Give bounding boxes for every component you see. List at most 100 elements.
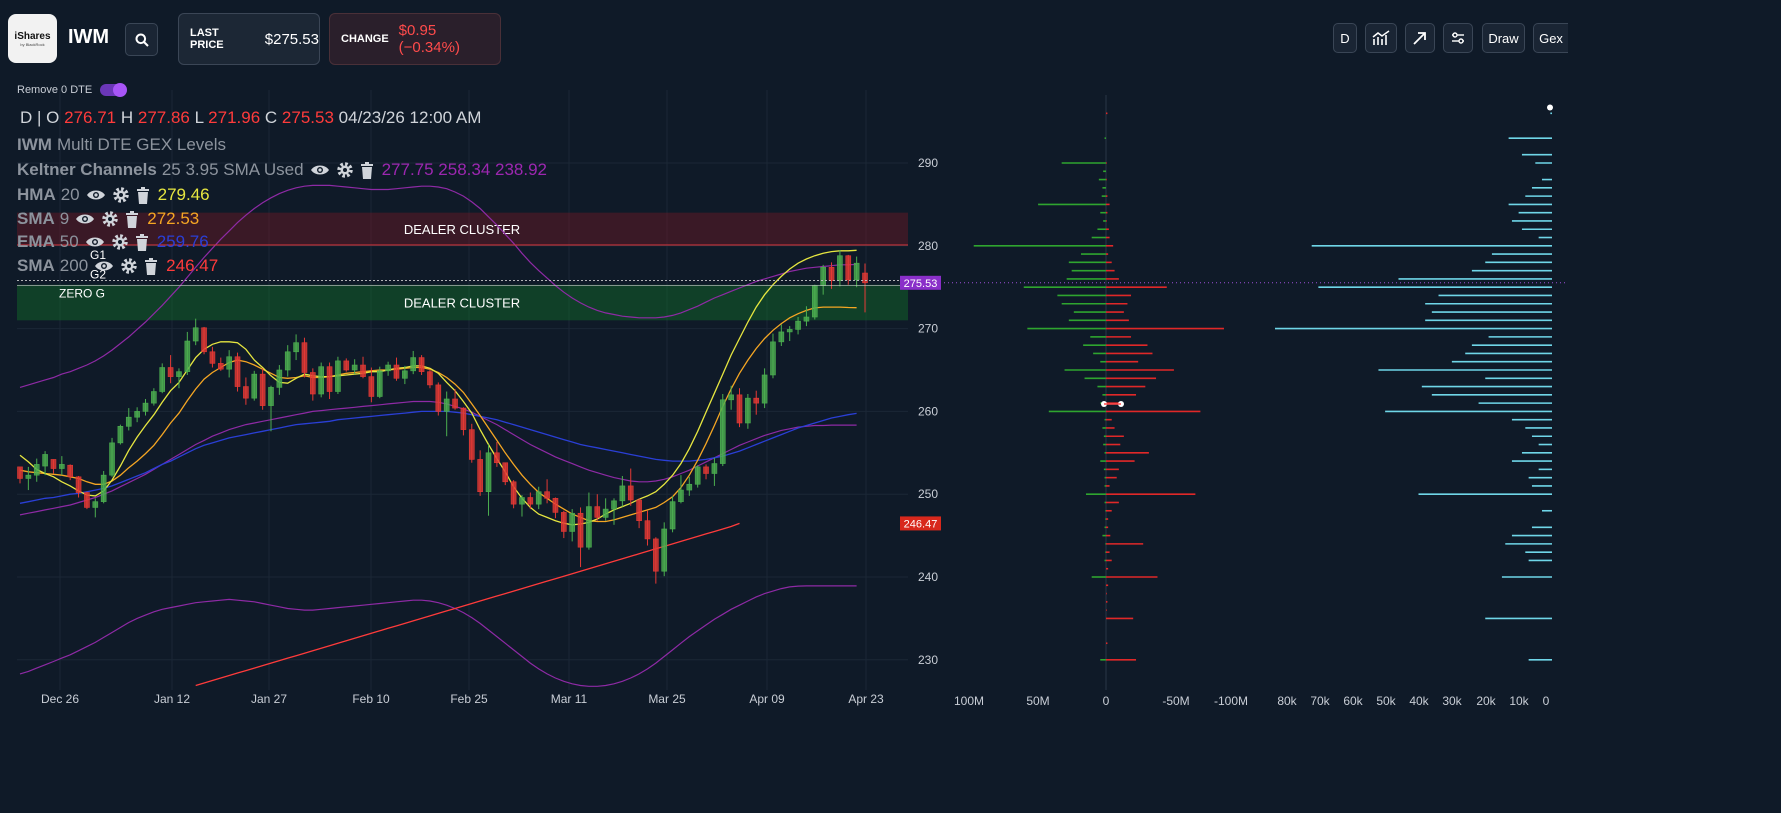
y-axis-label: 230 — [918, 653, 938, 667]
legend-name: EMA — [17, 232, 55, 251]
gex-button[interactable]: Gex — [1533, 23, 1568, 53]
candle — [109, 437, 115, 477]
candle-body — [201, 327, 207, 353]
trend-arrow-button[interactable] — [1405, 23, 1435, 53]
candle-body — [711, 463, 718, 474]
candle — [50, 459, 57, 474]
last-price-value: $275.53 — [264, 30, 319, 48]
candle — [569, 509, 575, 542]
price-tags: 275.53 246.47 — [900, 275, 941, 531]
candle-body — [276, 369, 283, 388]
interval-button[interactable]: D — [1333, 23, 1357, 53]
gear-icon[interactable] — [120, 257, 138, 275]
candle — [711, 457, 718, 486]
candle-body — [335, 360, 341, 392]
eye-icon[interactable] — [86, 188, 106, 202]
candle — [343, 358, 350, 372]
low-label: L — [194, 108, 204, 127]
eye-icon[interactable] — [85, 235, 105, 249]
gear-icon[interactable] — [112, 186, 130, 204]
oi-axis-label: 70k — [1310, 694, 1330, 708]
gear-icon[interactable] — [111, 233, 129, 251]
candle-body — [753, 397, 760, 404]
candle-body — [151, 391, 157, 404]
candle — [845, 254, 852, 285]
candle-body — [561, 512, 567, 532]
x-axis-label: Apr 23 — [848, 692, 884, 706]
legend-values: 279.46 — [157, 185, 210, 204]
y-axis-label: 240 — [918, 570, 938, 584]
eye-icon[interactable] — [94, 259, 114, 273]
candle-body — [828, 267, 835, 281]
eye-icon[interactable] — [75, 212, 95, 226]
gear-icon[interactable] — [336, 161, 354, 179]
candle-body — [519, 497, 525, 505]
eye-icon[interactable] — [310, 163, 330, 177]
keltner-upper-line — [19, 184, 857, 388]
candle — [510, 480, 517, 509]
x-axis-label: Jan 27 — [251, 692, 287, 706]
oi-marker-dot — [1547, 104, 1553, 111]
candle — [59, 456, 65, 476]
candle — [594, 494, 601, 521]
trash-icon[interactable] — [135, 233, 149, 251]
legend-ema50[interactable]: EMA 50 259.76 — [17, 232, 209, 252]
remove-0dte-toggle[interactable] — [100, 82, 128, 97]
y-axis-label: 290 — [918, 156, 938, 170]
candle-body — [611, 500, 617, 510]
gex-axis-label: 0 — [1103, 694, 1110, 708]
legend-gex-levels[interactable]: IWM Multi DTE GEX Levels — [17, 135, 226, 155]
trash-icon[interactable] — [125, 210, 139, 228]
sma9-line — [19, 306, 857, 523]
candle-body — [820, 267, 826, 286]
candle — [92, 498, 99, 518]
gex-bars — [973, 95, 1224, 690]
candle-body — [92, 501, 99, 508]
candle-body — [452, 398, 458, 409]
candle-body — [293, 342, 299, 353]
legend-sma9[interactable]: SMA 9 272.53 — [17, 209, 199, 229]
candle-body — [443, 398, 450, 412]
x-axis-label: Feb 25 — [450, 692, 488, 706]
candle — [828, 262, 835, 289]
candle-body — [368, 376, 375, 397]
ishares-logo[interactable]: iShares by BlackRock — [8, 14, 57, 63]
candle-body — [360, 364, 366, 377]
candle — [653, 537, 659, 584]
candle-body — [284, 351, 291, 371]
last-price-box: LAST PRICE $275.53 — [178, 13, 320, 65]
trash-icon[interactable] — [136, 186, 150, 204]
candle-body — [343, 360, 350, 371]
candle — [452, 389, 458, 410]
trash-icon[interactable] — [144, 257, 158, 275]
indicators-button[interactable] — [1365, 23, 1397, 53]
candle-body — [527, 497, 534, 505]
keltner-mid-line — [19, 400, 857, 516]
change-box: CHANGE $0.95 (−0.34%) — [329, 13, 501, 65]
candle-body — [862, 272, 868, 284]
draw-button[interactable]: Draw — [1482, 23, 1525, 53]
candle — [552, 497, 559, 519]
legend-keltner[interactable]: Keltner Channels 25 3.95 SMA Used 277.75… — [17, 160, 547, 180]
settings-sliders-button[interactable] — [1443, 23, 1473, 53]
candle — [602, 498, 609, 521]
trash-icon[interactable] — [360, 161, 374, 179]
candle — [134, 407, 140, 423]
gear-icon[interactable] — [101, 210, 119, 228]
top-bar: iShares by BlackRock IWM LAST PRICE $275… — [0, 0, 1568, 80]
low-value: 271.96 — [208, 108, 261, 127]
search-button[interactable] — [125, 23, 158, 56]
legend-name: HMA — [17, 185, 56, 204]
candle-body — [569, 512, 575, 532]
arrow-up-right-icon — [1413, 32, 1426, 45]
candlesticks — [17, 249, 868, 584]
dealer-cluster-top-label: DEALER CLUSTER — [404, 222, 520, 237]
candle — [719, 394, 726, 467]
candle — [25, 466, 32, 491]
candle — [586, 492, 592, 550]
oi-axis-label: 30k — [1442, 694, 1462, 708]
legend-sma200[interactable]: SMA 200 246.47 — [17, 256, 218, 276]
legend-hma[interactable]: HMA 20 279.46 — [17, 185, 210, 205]
logo-subtext: by BlackRock — [20, 41, 45, 47]
